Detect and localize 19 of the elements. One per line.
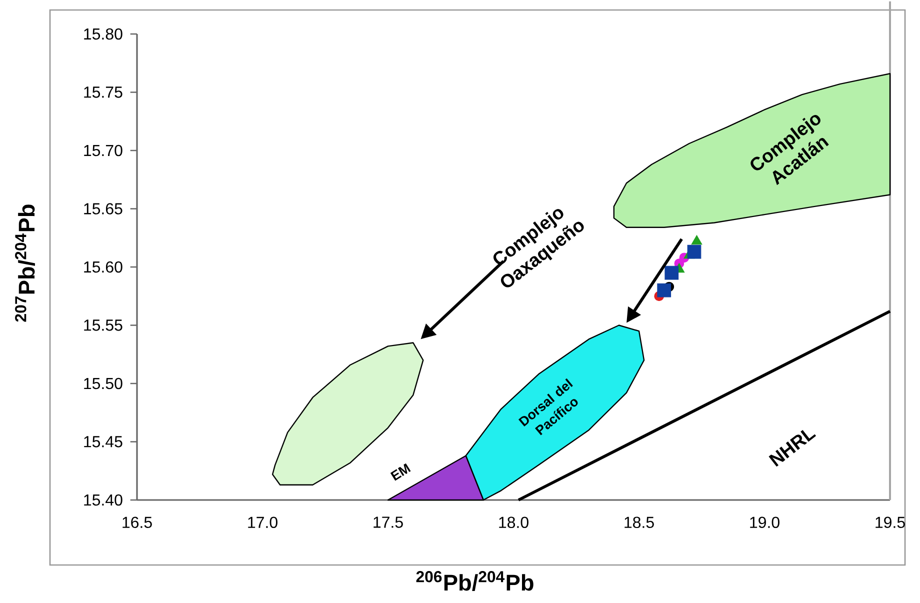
- x-tick-label: 18.0: [499, 516, 528, 528]
- y-tick-label: 15.80: [84, 28, 122, 40]
- y-tick-label: 15.60: [84, 261, 122, 273]
- x-tick-label: 17.0: [248, 516, 278, 528]
- x-tick-label: 17.5: [374, 516, 403, 528]
- y-tick-label: 15.45: [84, 436, 122, 448]
- x-axis-title: $^{206}$Pb/$^{204}$Pb: [416, 571, 534, 591]
- x-tick-label: 18.5: [624, 516, 654, 528]
- y-tick-label: 15.50: [84, 378, 122, 390]
- x-tick-label: 16.5: [122, 516, 152, 528]
- y-tick-label: 15.75: [84, 86, 122, 98]
- y-tick-label: 15.40: [84, 494, 122, 506]
- annotation: EM: [390, 463, 411, 481]
- y-axis-title: $^{207}$Pb/$^{204}$Pb: [15, 204, 35, 322]
- x-tick-label: 19.5: [876, 516, 905, 528]
- y-tick-label: 15.65: [84, 203, 122, 214]
- x-tick-label: 19.0: [750, 516, 780, 528]
- y-tick-label: 15.55: [84, 320, 122, 331]
- y-tick-label: 15.70: [84, 144, 122, 156]
